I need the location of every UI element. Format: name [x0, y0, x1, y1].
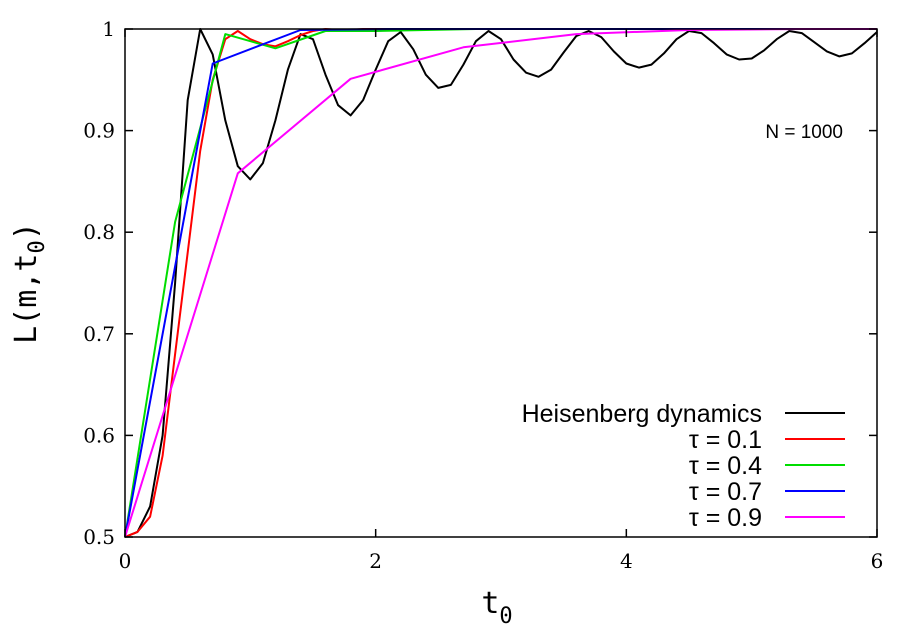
legend-label-2: τ = 0.4 — [689, 452, 762, 480]
legend-label-1: τ = 0.1 — [689, 426, 762, 454]
legend-label-0: Heisenberg dynamics — [522, 400, 762, 428]
y-axis-label-close: ) — [9, 222, 44, 240]
y-tick-label: 0.8 — [83, 220, 115, 244]
legend-label-3: τ = 0.7 — [689, 478, 762, 506]
y-axis-label-main: L(m,t — [9, 254, 44, 344]
annotation-n: N = 1000 — [765, 122, 843, 143]
y-tick-label: 0.9 — [83, 119, 115, 143]
x-axis-label: t0 — [481, 586, 512, 629]
y-tick-label: 0.6 — [83, 423, 115, 447]
x-tick-label: 6 — [871, 549, 884, 573]
plot-frame — [124, 28, 878, 538]
y-axis-label-sub: 0 — [25, 240, 50, 253]
x-axis-label-main: t — [481, 586, 499, 621]
legend-label-4: τ = 0.9 — [689, 504, 762, 532]
x-tick-label: 2 — [369, 549, 382, 573]
x-axis-label-sub: 0 — [499, 604, 512, 629]
y-tick-label: 0.7 — [83, 322, 115, 346]
series-line-0 — [124, 28, 878, 538]
y-tick-label: 1 — [102, 17, 115, 41]
y-axis-label: L(m,t0) — [9, 222, 50, 344]
x-tick-label: 4 — [620, 549, 633, 573]
y-tick-label: 0.5 — [83, 525, 115, 549]
x-tick-label: 0 — [119, 549, 132, 573]
ticks-layer: 0 2 4 6 0.5 0.6 0.7 0.8 0.9 1 — [83, 17, 883, 573]
